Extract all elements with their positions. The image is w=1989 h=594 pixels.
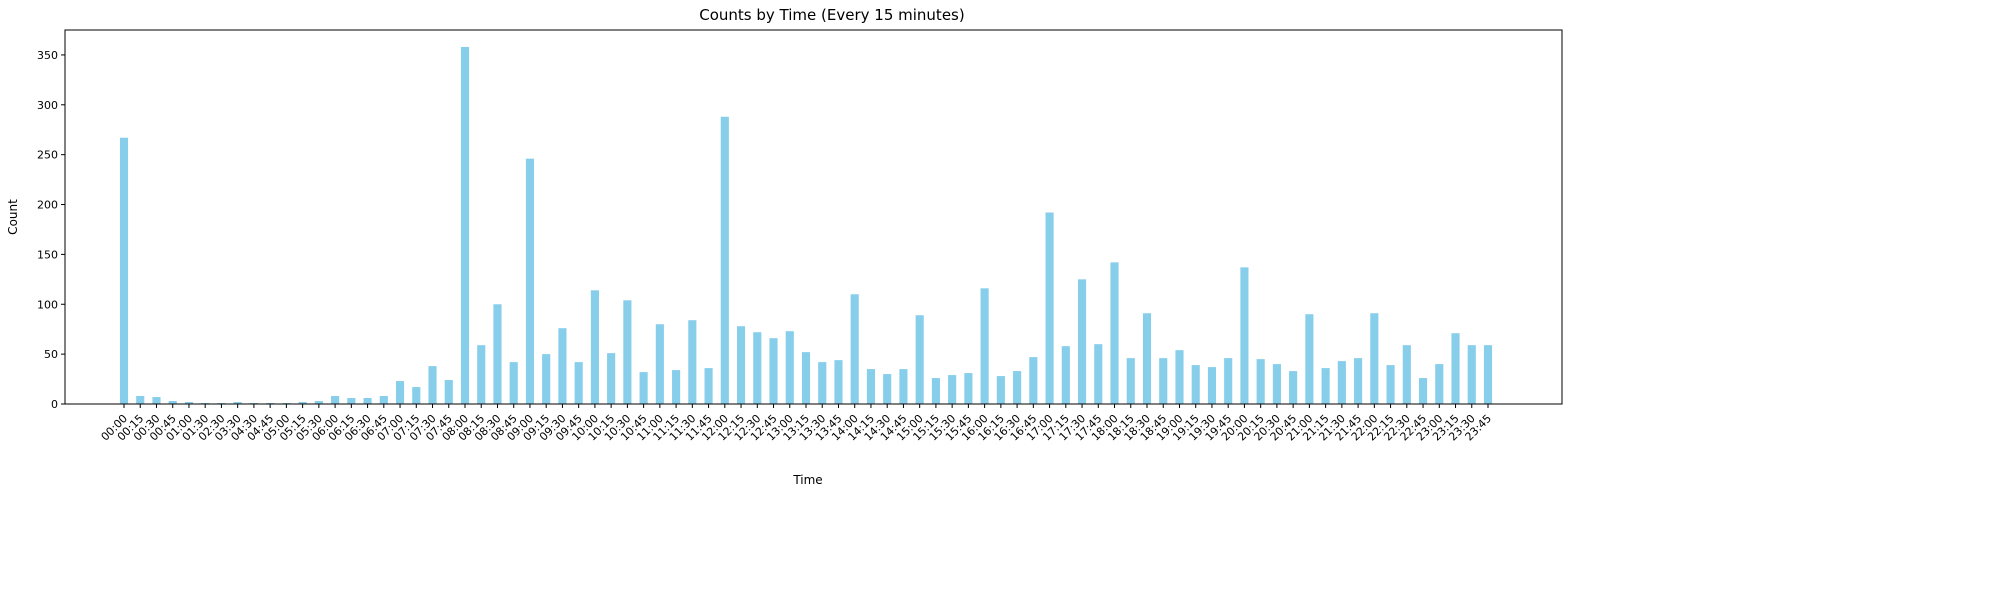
bar-1415 bbox=[866, 369, 876, 404]
bar-2145 bbox=[1354, 358, 1363, 404]
bar-1800 bbox=[1110, 262, 1119, 404]
bar-0745 bbox=[444, 380, 453, 404]
bar-0615 bbox=[347, 398, 356, 404]
bar-0000 bbox=[119, 137, 129, 404]
bar-1815 bbox=[1126, 358, 1135, 404]
bar-1000 bbox=[590, 290, 599, 404]
y-tick-label: 250 bbox=[37, 149, 58, 162]
bar-0945 bbox=[574, 362, 583, 404]
bar-2230 bbox=[1402, 345, 1411, 404]
bar-0600 bbox=[331, 396, 340, 404]
bar-0845 bbox=[509, 362, 518, 404]
bar-1030 bbox=[623, 300, 632, 404]
bar-1745 bbox=[1094, 344, 1103, 404]
bar-2245 bbox=[1418, 378, 1428, 404]
y-tick-label: 50 bbox=[44, 348, 58, 361]
bar-1330 bbox=[818, 362, 827, 404]
bar-1845 bbox=[1159, 358, 1168, 404]
bar-2030 bbox=[1272, 364, 1281, 404]
bar-1915 bbox=[1191, 365, 1200, 404]
bar-2315 bbox=[1451, 333, 1460, 404]
bar-1445 bbox=[899, 369, 908, 404]
y-tick-label: 0 bbox=[51, 398, 58, 411]
bar-1245 bbox=[769, 338, 778, 404]
bar-1630 bbox=[1013, 371, 1022, 404]
bar-2300 bbox=[1435, 364, 1444, 404]
bar-1830 bbox=[1142, 313, 1152, 404]
bar-0015 bbox=[136, 396, 145, 404]
bar-1500 bbox=[915, 315, 924, 404]
bar-0045 bbox=[168, 401, 177, 404]
bar-1730 bbox=[1077, 279, 1087, 404]
bars-group bbox=[119, 46, 1493, 405]
bar-0730 bbox=[428, 366, 437, 404]
x-axis-label: Time bbox=[792, 473, 822, 487]
bar-1615 bbox=[996, 376, 1005, 404]
bar-1145 bbox=[704, 368, 713, 404]
bar-1230 bbox=[753, 332, 762, 404]
bar-1300 bbox=[785, 331, 794, 404]
bar-1130 bbox=[688, 320, 697, 404]
bar-1100 bbox=[655, 324, 664, 404]
bar-0100 bbox=[184, 402, 194, 404]
bar-1600 bbox=[980, 288, 989, 404]
bar-0530 bbox=[314, 401, 323, 404]
bar-2045 bbox=[1289, 371, 1298, 404]
bar-0700 bbox=[395, 381, 405, 404]
bar-1045 bbox=[639, 372, 648, 404]
bar-1200 bbox=[720, 116, 729, 405]
bar-0915 bbox=[542, 354, 551, 404]
bar-0330 bbox=[233, 402, 242, 404]
bar-1530 bbox=[948, 375, 957, 404]
y-axis-label: Count bbox=[6, 199, 20, 235]
bar-0645 bbox=[379, 396, 388, 404]
bar-1945 bbox=[1224, 358, 1233, 404]
bar-1430 bbox=[883, 374, 892, 404]
bar-1015 bbox=[607, 353, 616, 404]
bar-0930 bbox=[558, 328, 567, 404]
plot-frame bbox=[64, 29, 1563, 405]
bar-0830 bbox=[493, 304, 502, 404]
bar-2345 bbox=[1483, 345, 1493, 404]
bar-1700 bbox=[1045, 212, 1054, 404]
x-axis: 00:0000:1500:3000:4501:0001:3002:3003:30… bbox=[99, 404, 1494, 444]
bar-1900 bbox=[1175, 350, 1184, 404]
bar-2330 bbox=[1467, 345, 1476, 404]
bar-1215 bbox=[736, 326, 746, 404]
bar-2215 bbox=[1386, 365, 1395, 404]
bar-2100 bbox=[1305, 314, 1314, 404]
y-tick-label: 300 bbox=[37, 99, 58, 112]
y-tick-label: 200 bbox=[37, 199, 58, 212]
bar-2115 bbox=[1321, 368, 1330, 404]
bar-0900 bbox=[525, 158, 535, 404]
bar-0815 bbox=[477, 345, 486, 404]
chart-title: Counts by Time (Every 15 minutes) bbox=[699, 6, 964, 24]
bar-0800 bbox=[460, 46, 470, 404]
bar-0715 bbox=[412, 387, 421, 404]
bar-2130 bbox=[1337, 361, 1346, 404]
bar-1930 bbox=[1207, 367, 1217, 404]
bar-1315 bbox=[801, 352, 811, 404]
bar-1115 bbox=[672, 370, 681, 404]
bar-1645 bbox=[1029, 357, 1038, 404]
y-axis: 0 50 100 150 200 250 300 350 bbox=[37, 49, 65, 411]
bar-2000 bbox=[1240, 267, 1249, 404]
bar-2200 bbox=[1370, 313, 1379, 404]
bar-0030 bbox=[152, 397, 161, 404]
bar-2015 bbox=[1256, 359, 1265, 404]
bar-1515 bbox=[931, 378, 940, 404]
bar-0630 bbox=[363, 398, 372, 404]
bar-1715 bbox=[1061, 346, 1070, 404]
bar-1345 bbox=[834, 360, 843, 404]
y-tick-label: 100 bbox=[37, 298, 58, 311]
y-tick-label: 150 bbox=[37, 248, 58, 261]
bar-1400 bbox=[850, 294, 859, 404]
y-tick-label: 350 bbox=[37, 49, 58, 62]
bar-0515 bbox=[298, 402, 307, 404]
bar-1545 bbox=[964, 373, 973, 404]
